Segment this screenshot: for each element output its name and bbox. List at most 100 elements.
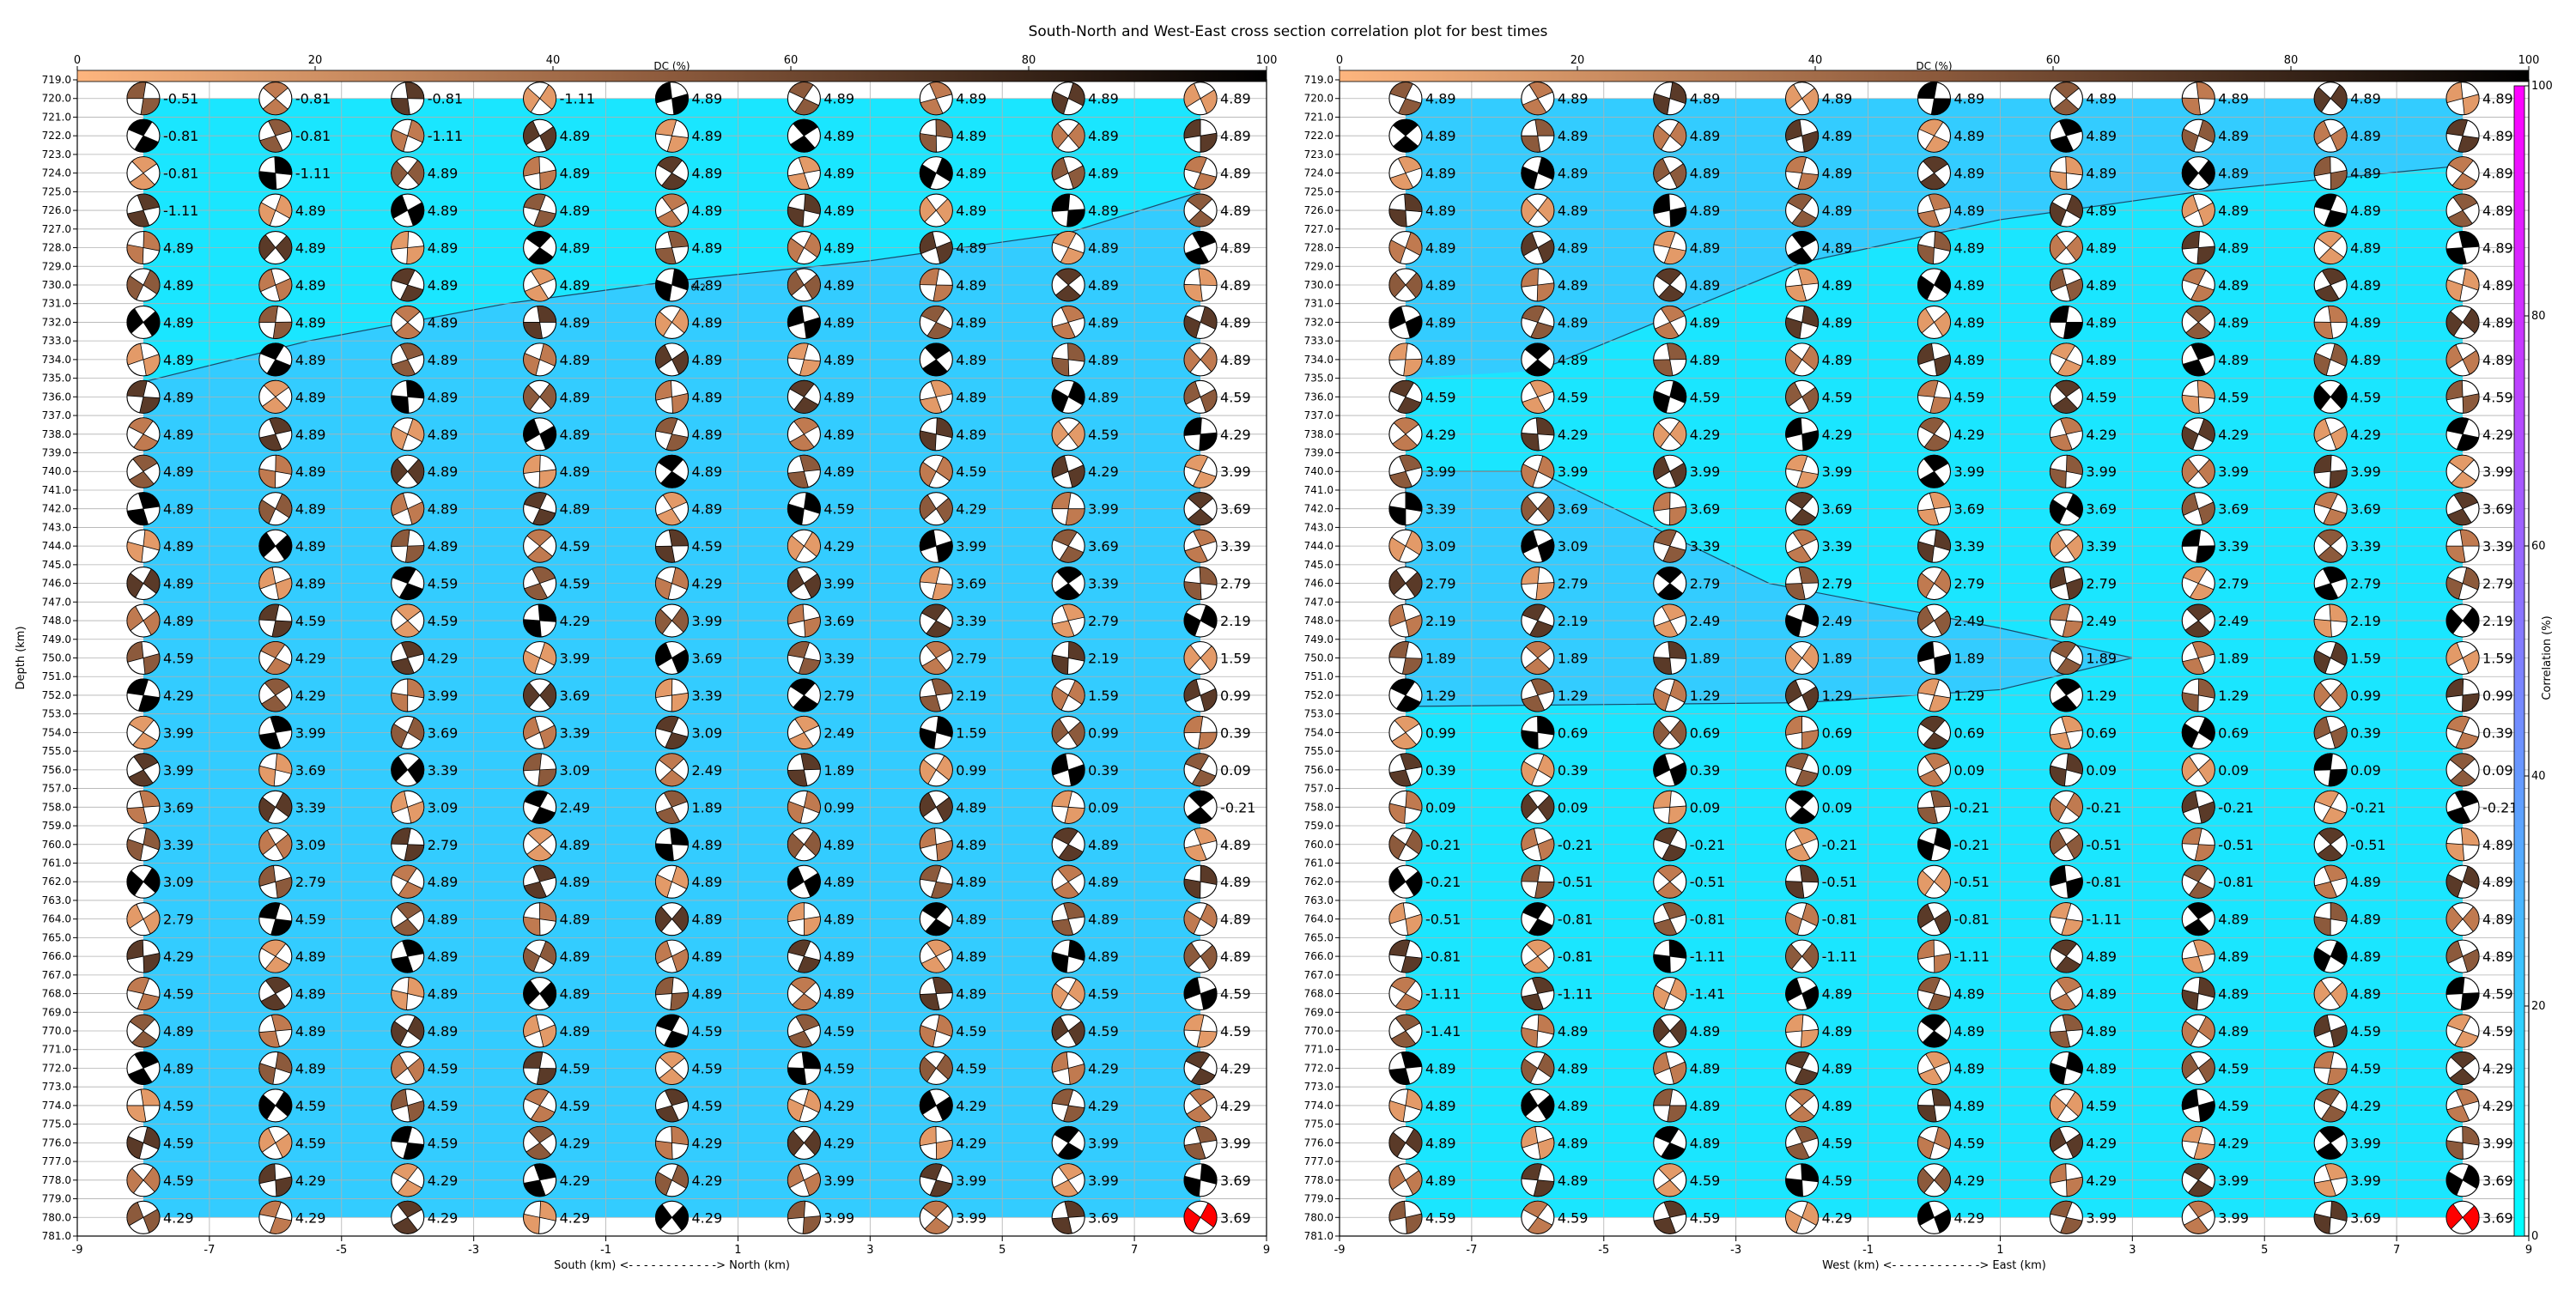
beachball [2445, 603, 2480, 638]
value-label: 4.89 [692, 389, 723, 405]
beachball-quadrant [1537, 1094, 1555, 1120]
beachball-quadrant [143, 311, 161, 336]
beachball [919, 640, 953, 676]
beachball [2313, 567, 2348, 601]
beachball-quadrant [803, 1172, 821, 1197]
beachball [1051, 1014, 1085, 1048]
value-label: 0.99 [1425, 724, 1456, 741]
beachball-quadrant [2187, 902, 2213, 920]
value-label: 1.29 [2086, 688, 2117, 704]
beachball-quadrant [2050, 1030, 2071, 1048]
x-tick-label: -7 [1466, 1244, 1477, 1257]
beachball [654, 678, 690, 712]
beachball-quadrant [1917, 641, 1935, 663]
value-label: 4.89 [1088, 203, 1119, 219]
beachball [258, 529, 293, 563]
value-label: 4.89 [1822, 240, 1853, 257]
beachball [654, 1088, 690, 1123]
beachball [654, 118, 690, 153]
beachball [1653, 492, 1687, 526]
beachball [787, 1125, 821, 1160]
value-label: 4.89 [560, 427, 591, 443]
beachball-quadrant [1924, 753, 1950, 771]
beachball-quadrant [1654, 1125, 1680, 1143]
value-label: 4.89 [823, 912, 854, 928]
beachball-quadrant [2197, 758, 2215, 785]
beachball-quadrant [1067, 165, 1085, 190]
value-label: 4.89 [1558, 352, 1589, 368]
beachball-quadrant [1928, 193, 1951, 211]
value-label: 4.89 [163, 1023, 194, 1039]
beachball [654, 417, 690, 452]
beachball-quadrant [1187, 193, 1213, 211]
beachball [258, 342, 293, 377]
beachball-quadrant [2181, 1088, 2199, 1111]
beachball-quadrant [1057, 1142, 1083, 1160]
beachball-quadrant [1661, 1142, 1686, 1160]
beachball [654, 230, 690, 265]
y-tick-label: 740.0 [42, 465, 71, 477]
beachball [391, 82, 425, 116]
beachball [1521, 1200, 1555, 1234]
beachball-quadrant [263, 379, 289, 397]
beachball-quadrant [143, 909, 161, 935]
beachball [919, 715, 953, 749]
value-label: 3.69 [2350, 1209, 2381, 1226]
value-label: 4.59 [1822, 389, 1853, 405]
beachball-quadrant [133, 753, 159, 771]
beachball-quadrant [671, 349, 689, 375]
value-label: 3.99 [2086, 464, 2117, 480]
beachball-quadrant [667, 231, 689, 248]
beachball-quadrant [392, 1216, 418, 1234]
value-label: 4.89 [1220, 874, 1251, 890]
beachball-quadrant [1067, 1064, 1085, 1085]
value-label: 4.89 [1558, 1173, 1589, 1189]
y-tick-label: 732.0 [1304, 316, 1334, 328]
beachball [1653, 1088, 1687, 1123]
beachball-quadrant [269, 1216, 292, 1234]
beachball-quadrant [2450, 1052, 2476, 1069]
beachball-quadrant [1917, 838, 1935, 861]
beachball [1917, 753, 1952, 787]
beachball [1183, 827, 1218, 862]
beachball-quadrant [655, 279, 672, 302]
beachball-quadrant [2190, 284, 2215, 302]
beachball-quadrant [671, 1205, 689, 1232]
beachball-quadrant [2056, 657, 2081, 675]
beachball-quadrant [935, 716, 953, 738]
beachball [1785, 82, 1820, 116]
beachball [1917, 1200, 1952, 1234]
beachball [1051, 864, 1085, 899]
value-label: 3.39 [2482, 538, 2513, 555]
value-label: 3.99 [2482, 1135, 2513, 1151]
value-label: 3.99 [1088, 501, 1119, 518]
beachball [1388, 82, 1423, 116]
beachball-quadrant [1930, 790, 1951, 808]
value-label: 1.29 [1822, 688, 1853, 704]
beachball-quadrant [2459, 529, 2480, 547]
beachball-quadrant [1405, 314, 1423, 339]
beachball [2181, 902, 2215, 936]
beachball-quadrant [2453, 492, 2479, 510]
beachball-quadrant [1656, 1179, 1682, 1197]
beachball-quadrant [270, 1014, 293, 1032]
value-label: 4.29 [2350, 427, 2381, 443]
beachball-quadrant [407, 678, 425, 699]
beachball-quadrant [2188, 1200, 2214, 1218]
beachball-quadrant [1188, 209, 1214, 227]
beachball-quadrant [787, 270, 805, 296]
value-label: 0.99 [956, 762, 987, 779]
beachball-quadrant [2462, 865, 2480, 890]
beachball-quadrant [659, 1067, 685, 1085]
beachball-quadrant [1051, 421, 1069, 447]
beachball-quadrant [126, 977, 150, 995]
value-label: -0.21 [2350, 799, 2385, 815]
beachball [1183, 864, 1218, 899]
beachball-quadrant [1054, 284, 1081, 302]
beachball-quadrant [1668, 641, 1687, 659]
value-label: 4.89 [1822, 352, 1853, 368]
beachball [2445, 567, 2480, 601]
beachball-quadrant [1521, 761, 1539, 785]
beachball-quadrant [1653, 754, 1671, 779]
beachball-quadrant [1529, 379, 1554, 397]
